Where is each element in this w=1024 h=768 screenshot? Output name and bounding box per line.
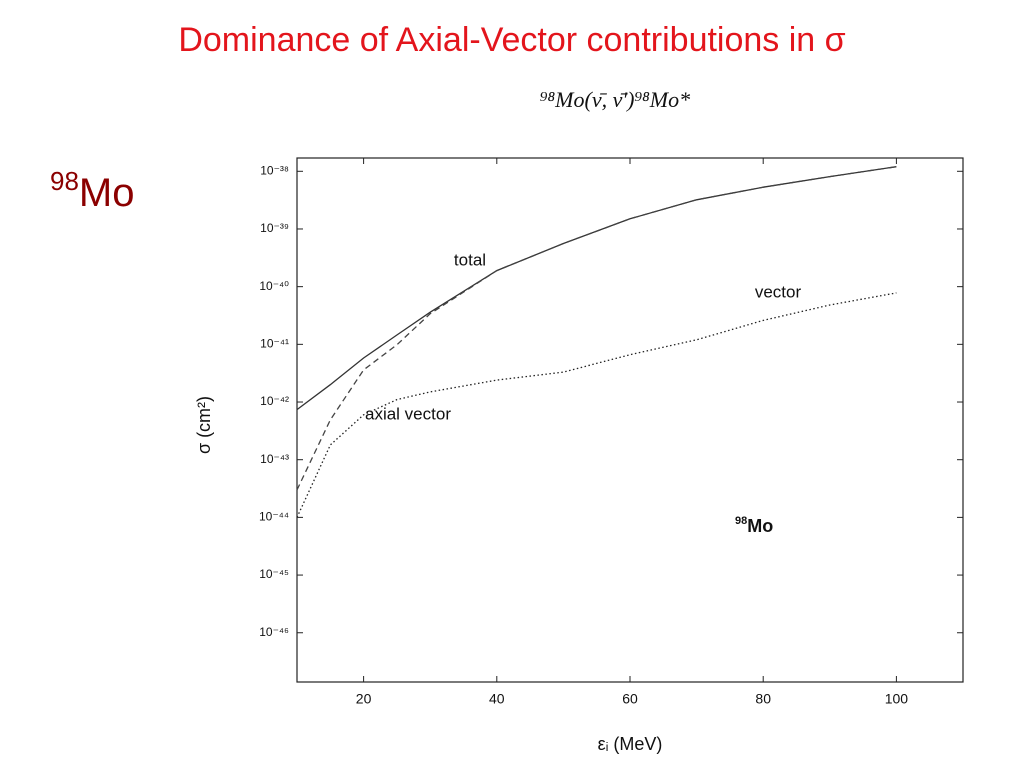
annotation: total	[454, 250, 486, 269]
side-label: 98Mo	[50, 166, 135, 215]
side-label-text: Mo	[79, 171, 135, 215]
side-label-sup: 98	[50, 166, 79, 196]
x-tick-label: 60	[622, 691, 638, 707]
x-axis-label: εᵢ (MeV)	[598, 734, 663, 754]
y-tick-label: 10⁻⁴⁰	[259, 279, 289, 293]
y-tick-label: 10⁻⁴¹	[260, 337, 289, 351]
y-tick-label: 10⁻⁴³	[260, 452, 289, 466]
plot-label-text: Mo	[747, 516, 773, 536]
y-tick-label: 10⁻⁴⁶	[259, 625, 289, 639]
y-tick-label: 10⁻³⁹	[260, 221, 289, 235]
y-tick-label: 10⁻⁴⁵	[259, 567, 289, 581]
series-line	[296, 166, 897, 491]
y-axis-label: σ (cm²)	[194, 396, 214, 454]
x-tick-label: 100	[885, 691, 909, 707]
plot-label-sup: 98	[735, 515, 747, 527]
x-tick-label: 40	[489, 691, 505, 707]
annotation: vector	[755, 282, 802, 301]
series-line	[296, 166, 897, 411]
series-line	[296, 292, 897, 518]
x-tick-label: 20	[356, 691, 372, 707]
annotation: axial vector	[365, 404, 451, 423]
y-tick-label: 10⁻⁴²	[260, 394, 289, 408]
y-tick-label: 10⁻³⁸	[260, 163, 289, 177]
slide-title: Dominance of Axial-Vector contributions …	[178, 21, 845, 59]
plot-label: 98Mo	[735, 515, 773, 536]
chart-title: ⁹⁸Mo(ν̄, ν̄′)⁹⁸Mo*	[540, 87, 690, 112]
y-tick-label: 10⁻⁴⁴	[259, 510, 289, 524]
x-tick-label: 80	[755, 691, 771, 707]
